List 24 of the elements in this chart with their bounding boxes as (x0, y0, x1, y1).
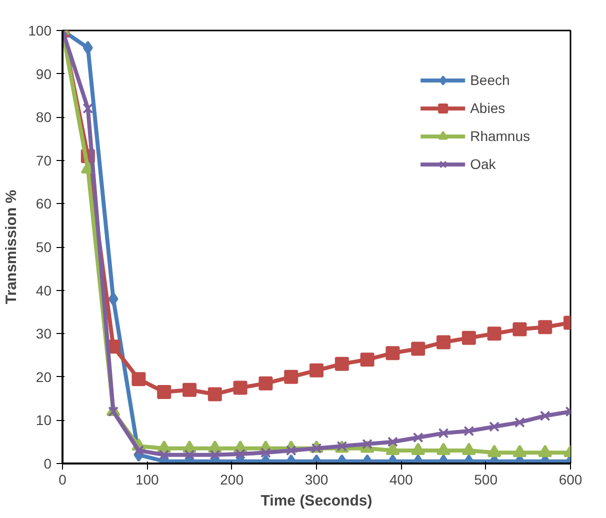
y-tick-label: 10 (36, 412, 52, 428)
y-tick-label: 50 (36, 239, 52, 255)
legend-label: Beech (470, 72, 510, 88)
legend-label: Rhamnus (470, 128, 530, 144)
x-tick-label: 500 (474, 472, 498, 488)
y-tick-label: 40 (36, 282, 52, 298)
x-tick-label: 100 (135, 472, 160, 488)
x-tick-label: 300 (304, 472, 328, 488)
y-tick-label: 90 (36, 66, 52, 82)
x-tick-label: 400 (389, 472, 414, 488)
x-tick-label: 200 (220, 472, 244, 488)
legend-label: Abies (470, 100, 506, 116)
y-axis-title: Transmission % (3, 190, 20, 304)
x-tick-label: 0 (58, 472, 67, 488)
y-tick-label: 0 (44, 456, 52, 472)
y-tick-label: 20 (36, 368, 52, 385)
legend-label: Oak (470, 156, 496, 172)
y-tick-label: 70 (36, 152, 52, 168)
y-tick-label: 30 (36, 326, 52, 342)
x-tick-label: 600 (558, 472, 582, 488)
y-tick-label: 100 (28, 22, 52, 38)
y-tick-label: 60 (36, 196, 52, 212)
x-axis-title: Time (Seconds) (260, 492, 372, 510)
y-tick-label: 80 (36, 109, 52, 126)
